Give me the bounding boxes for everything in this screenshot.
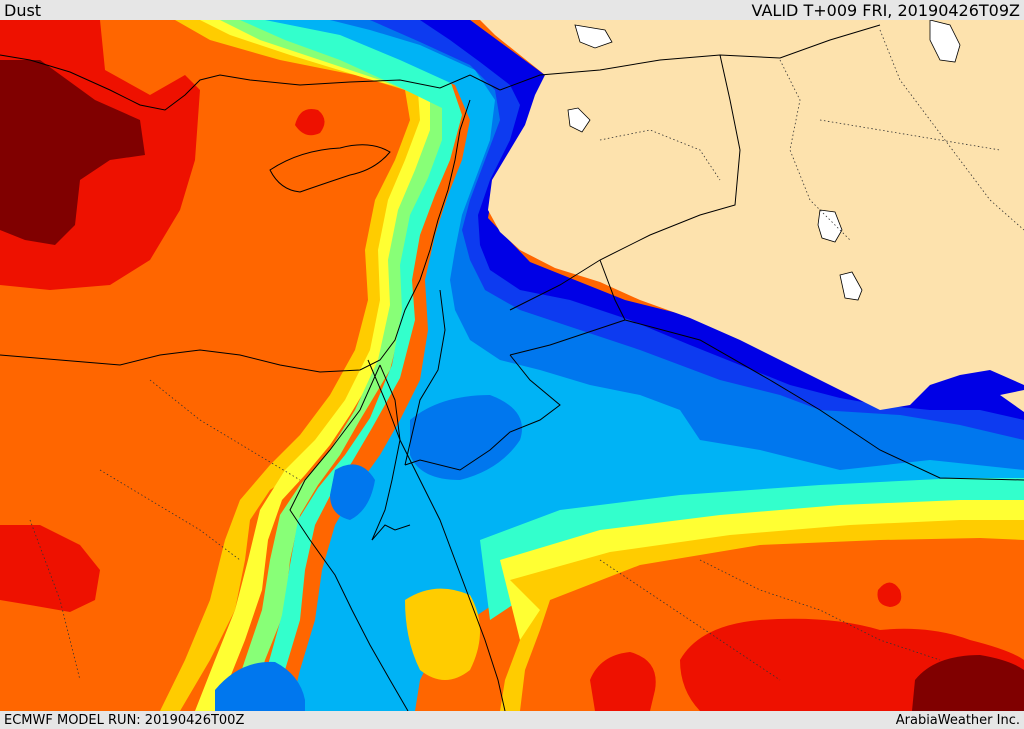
provincial-boundaries bbox=[29, 29, 1024, 681]
lake-north-iraq bbox=[929, 20, 961, 63]
dust-high-cyprus bbox=[295, 109, 325, 136]
model-run-label: ECMWF MODEL RUN: 20190426T00Z bbox=[4, 712, 245, 728]
product-title: Dust bbox=[4, 0, 42, 20]
dust-south-yellow-patch bbox=[405, 588, 480, 680]
dust-high-southwest bbox=[0, 525, 100, 612]
credit-label: ArabiaWeather Inc. bbox=[895, 712, 1020, 728]
lake-razazza bbox=[839, 271, 863, 301]
dust-high-arabia-west bbox=[590, 652, 656, 711]
country-borders bbox=[367, 24, 1024, 481]
land-kuwait-tip bbox=[1000, 390, 1024, 412]
dust-extreme-arabia bbox=[912, 655, 1024, 711]
lake-assad bbox=[574, 24, 613, 49]
dust-high-arabia-spot bbox=[877, 582, 902, 607]
dust-extreme-west bbox=[0, 60, 145, 245]
land-syria-iraq-iran bbox=[480, 20, 1024, 410]
valid-time-label: VALID T+009 FRI, 20190426T09Z bbox=[751, 0, 1020, 20]
dust-lowest-syria bbox=[420, 20, 1024, 420]
title-bar: Dust VALID T+009 FRI, 20190426T09Z bbox=[0, 0, 1024, 20]
dust-medium-redsea bbox=[330, 464, 375, 520]
coastlines bbox=[0, 54, 506, 711]
dust-medium-south bbox=[215, 661, 305, 711]
footer-bar: ECMWF MODEL RUN: 20190426T00Z ArabiaWeat… bbox=[0, 711, 1024, 729]
dust-medium-sinai bbox=[410, 395, 522, 480]
dust-band-yellow bbox=[195, 20, 445, 711]
dust-forecast-map[interactable] bbox=[0, 20, 1024, 711]
dust-band-lightgreen bbox=[220, 20, 452, 711]
lake-qattinah bbox=[567, 107, 591, 133]
dust-band-north bbox=[160, 20, 440, 711]
dust-band-cyan bbox=[240, 20, 462, 711]
lake-tharthar bbox=[817, 209, 843, 243]
